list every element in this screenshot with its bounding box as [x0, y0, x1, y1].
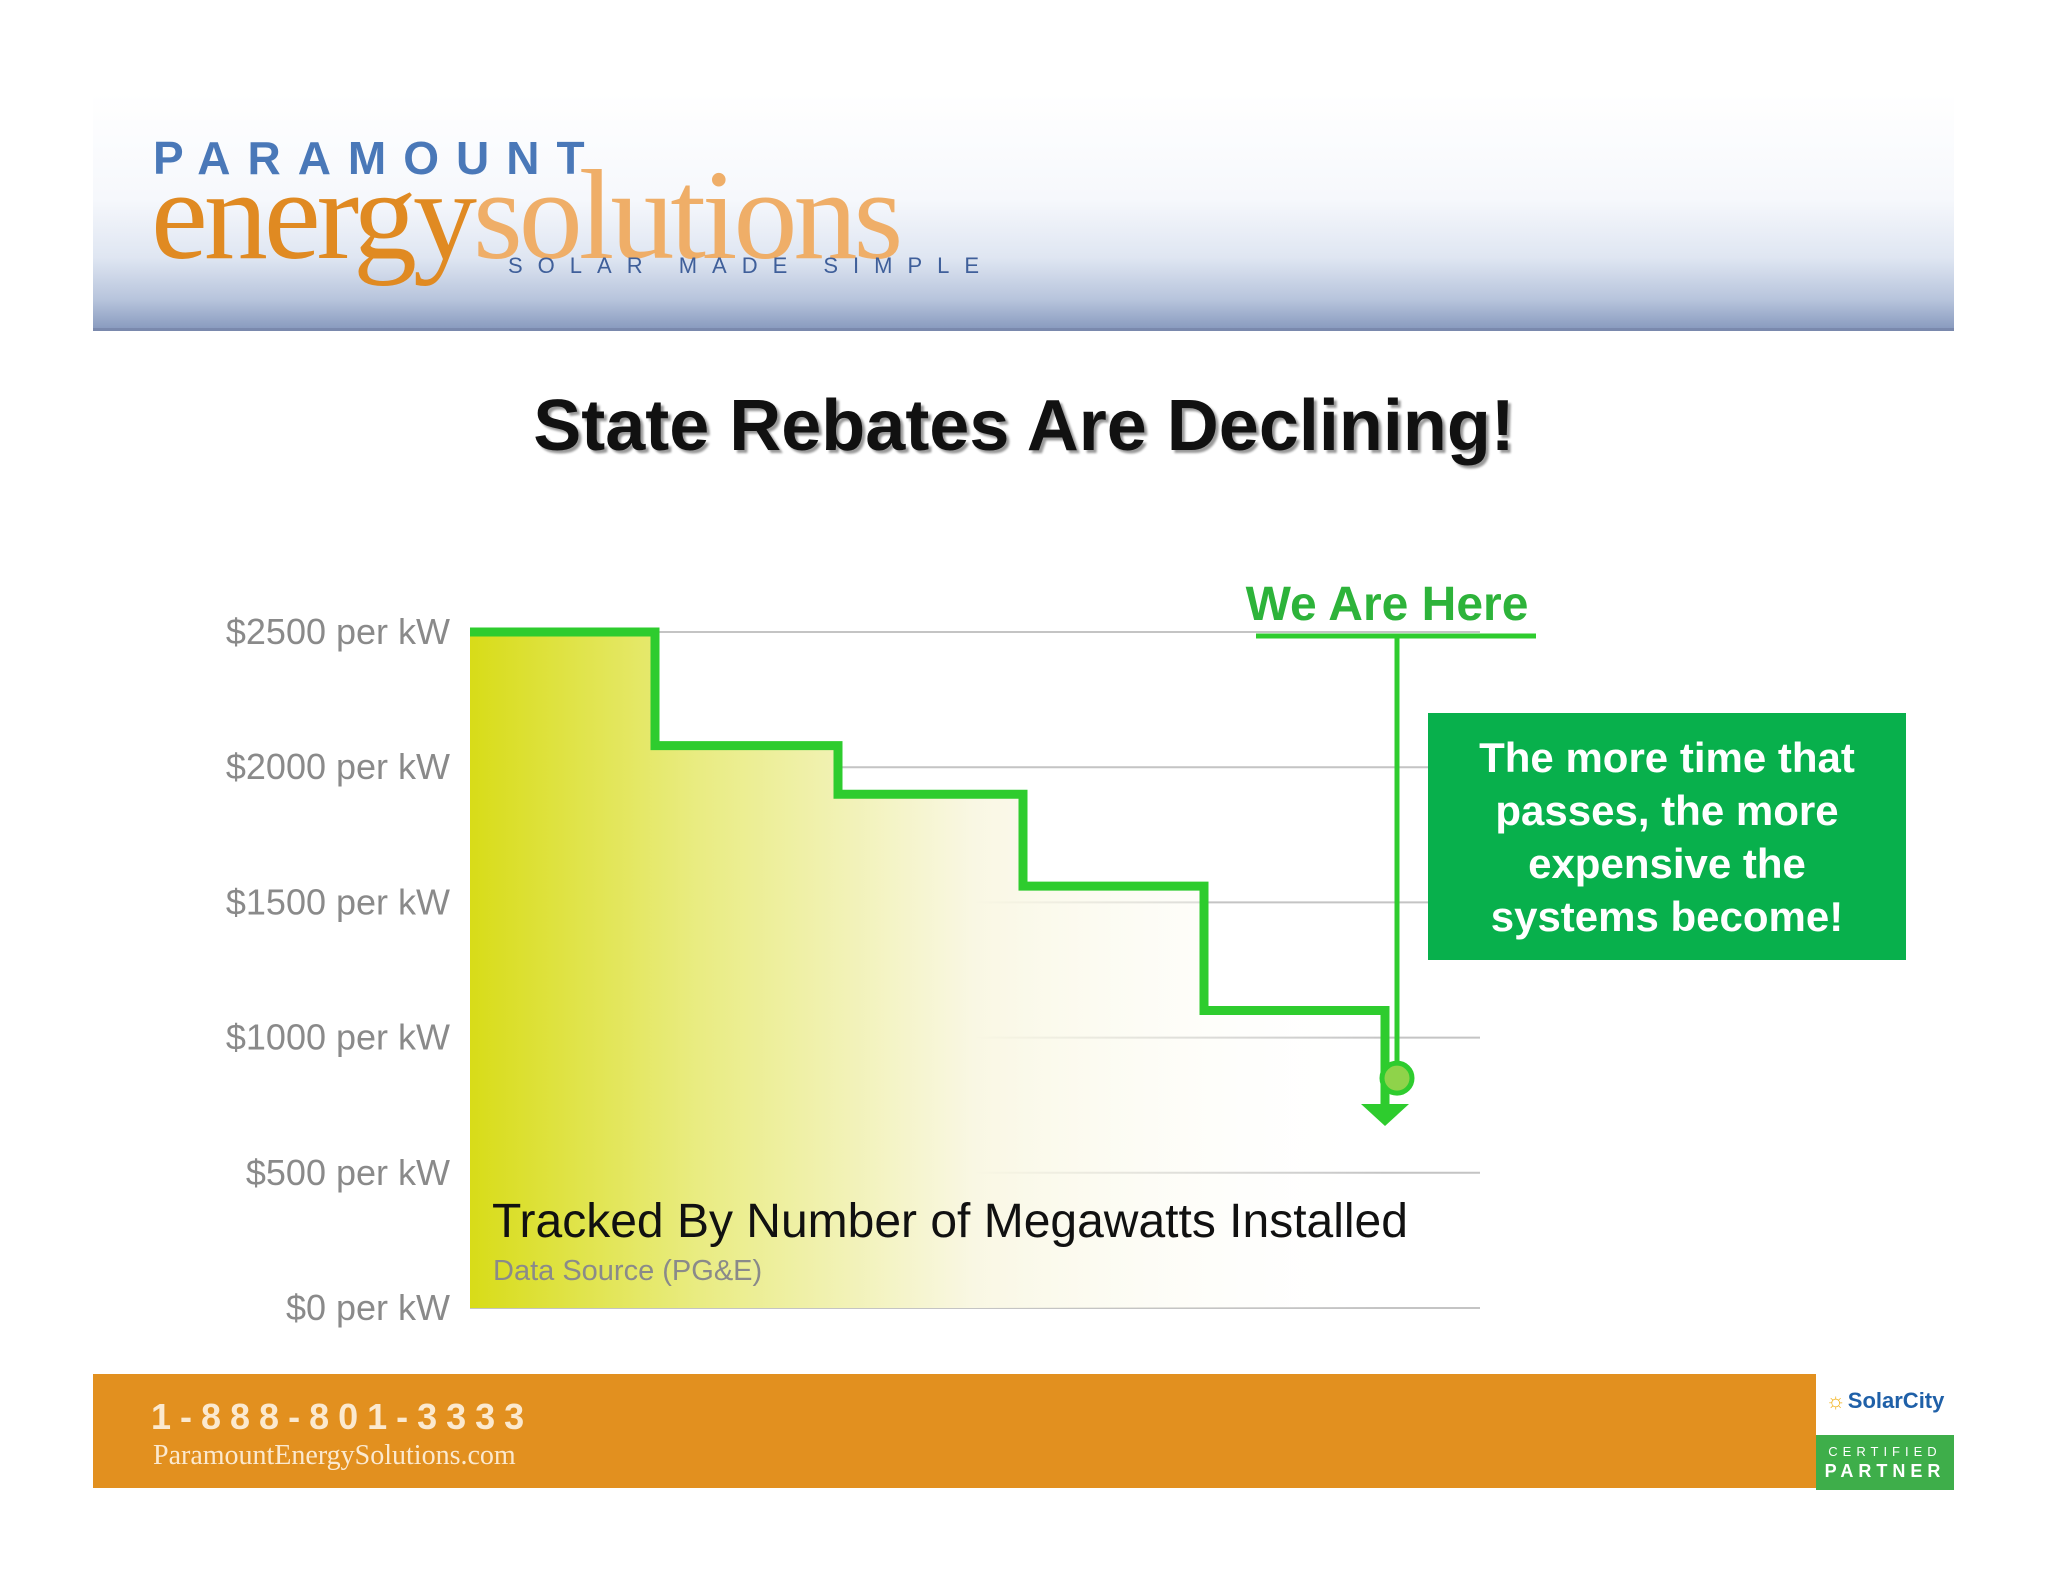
sun-icon: ☼: [1825, 1388, 1846, 1413]
partner-text: PARTNER: [1824, 1461, 1946, 1481]
current-position-marker: [1379, 1060, 1415, 1096]
partner-strip: CERTIFIED PARTNER: [1816, 1435, 1954, 1490]
logo-tagline: SOLAR MADE SIMPLE: [508, 253, 995, 278]
logo-top-text: PARAMOUNT: [153, 132, 602, 184]
solarcity-brand-text: SolarCity: [1847, 1388, 1945, 1413]
solarcity-partner-badge: ☼ SolarCity CERTIFIED PARTNER: [1816, 1372, 1954, 1490]
header-banner: PARAMOUNT energysolutions SOLAR MADE SIM…: [93, 93, 1954, 331]
y-tick-label: $1000 per kW: [226, 1017, 450, 1058]
y-tick-label: $2000 per kW: [226, 746, 450, 787]
footer-bar: 1-888-801-3333 ParamountEnergySolutions.…: [93, 1372, 1954, 1490]
data-source-label: Data Source (PG&E): [493, 1255, 762, 1287]
y-tick-label: $1500 per kW: [226, 881, 450, 922]
website-link[interactable]: ParamountEnergySolutions.com: [153, 1440, 516, 1471]
phone-number[interactable]: 1-888-801-3333: [151, 1396, 534, 1437]
area-under-step: [470, 632, 1385, 1308]
y-tick-label: $2500 per kW: [226, 611, 450, 652]
callout-box: The more time that passes, the more expe…: [1428, 713, 1906, 960]
certified-text: CERTIFIED: [1828, 1444, 1942, 1459]
logo-solutions-text: solutions: [472, 144, 903, 286]
we-are-here-label: We Are Here: [1246, 578, 1529, 631]
step-series-line: [470, 627, 1390, 1108]
tracked-by-label: Tracked By Number of Megawatts Installed: [492, 1195, 1408, 1248]
logo-energy-text: energy: [151, 144, 477, 286]
slide-title: State Rebates Are Declining!: [533, 386, 1515, 466]
y-axis-labels: $0 per kW $500 per kW $1000 per kW $1500 pe…: [226, 611, 450, 1328]
y-tick-label: $500 per kW: [246, 1152, 450, 1193]
y-tick-label: $0 per kW: [286, 1287, 450, 1328]
down-arrow-icon: [1361, 1104, 1409, 1126]
logo-wordmark: energysolutions: [151, 151, 903, 279]
solarcity-logo: ☼ SolarCity: [1816, 1372, 1954, 1430]
